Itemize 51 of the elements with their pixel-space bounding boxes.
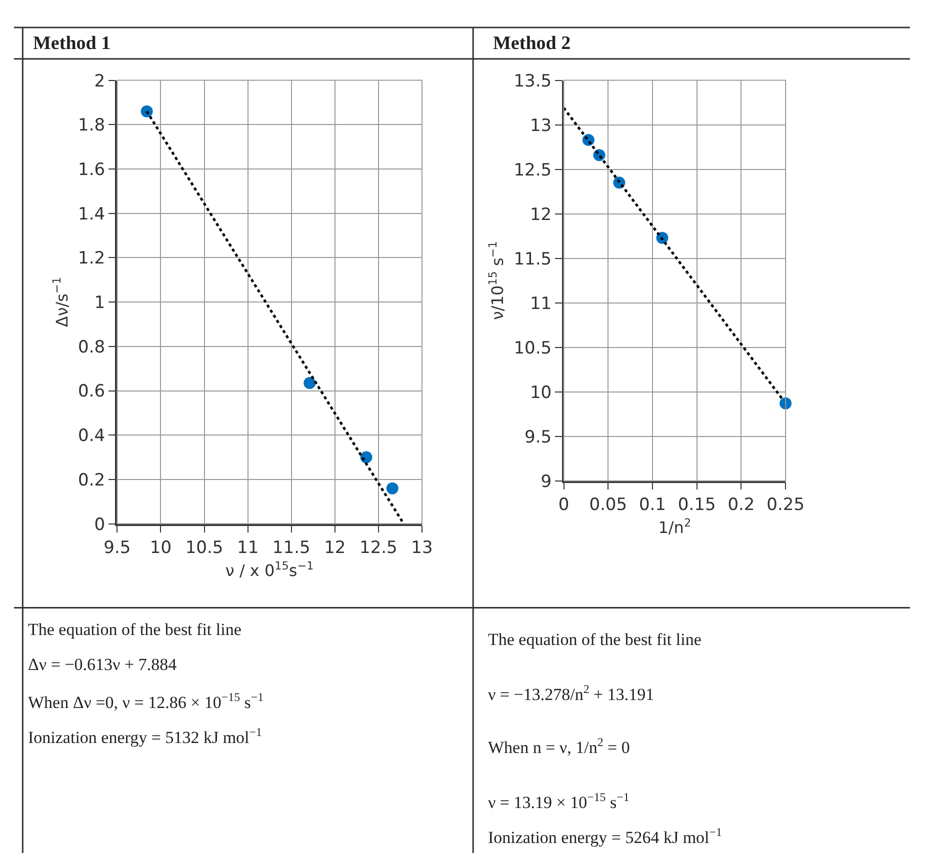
text: The equation of the best fit line bbox=[28, 620, 242, 639]
x-axis-title: ν / x 0$^{15}$s$^{−1}$ bbox=[225, 559, 314, 580]
x-tick-label: 0.05 bbox=[589, 494, 628, 515]
x-tick-label: 10 bbox=[150, 538, 172, 558]
y-tick-label: 10.5 bbox=[514, 338, 552, 358]
x-tick-label: 11.5 bbox=[272, 538, 310, 558]
text: Ionization energy = 5132 kJ mol$^{−1}$ bbox=[28, 725, 262, 748]
x-tick-label: 10.5 bbox=[185, 538, 224, 558]
y-tick-label: 1 bbox=[94, 293, 106, 314]
x-tick-label: 12.5 bbox=[360, 538, 398, 558]
x-tick-label: 13 bbox=[411, 538, 433, 558]
y-tick-label: 12.5 bbox=[514, 160, 552, 180]
y-tick-label: 11.5 bbox=[514, 249, 552, 270]
y-tick-label: 1.6 bbox=[78, 160, 106, 180]
y-tick-label: 0.8 bbox=[78, 337, 106, 358]
text: When n = ν, 1/n$^{2}$ = 0 bbox=[488, 735, 630, 758]
y-tick-label: 10 bbox=[530, 382, 552, 403]
x-tick-label: 0.1 bbox=[638, 494, 666, 515]
x-tick-label: 0.2 bbox=[728, 494, 755, 515]
point bbox=[780, 397, 792, 410]
y-tick-label: 12 bbox=[530, 204, 552, 225]
y-tick-label: 1.4 bbox=[78, 204, 106, 224]
x-tick-label: 0.15 bbox=[678, 494, 716, 515]
text: Ionization energy = 5264 kJ mol$^{−1}$ bbox=[488, 825, 722, 848]
y-tick-label: 13 bbox=[530, 116, 552, 136]
y-tick-label: 9.5 bbox=[524, 427, 552, 448]
x-tick-label: 0.25 bbox=[766, 494, 805, 515]
y-tick-label: 9 bbox=[540, 472, 552, 492]
y-tick-label: 2 bbox=[94, 71, 106, 92]
text: ν = −13.278/n$^{2}$ + 13.191 bbox=[488, 682, 654, 704]
chart-title: Method 2 bbox=[493, 33, 571, 54]
y-tick-label: 0.6 bbox=[78, 382, 106, 402]
text: Δν = −0.613ν + 7.884 bbox=[28, 655, 178, 674]
y-tick-label: 0 bbox=[94, 514, 106, 535]
chart-title: Method 1 bbox=[33, 33, 111, 54]
point bbox=[140, 105, 153, 118]
point bbox=[304, 376, 316, 389]
y-tick-label: 1.2 bbox=[78, 248, 106, 269]
x-axis-title: 1/n$^{2}$ bbox=[658, 516, 692, 538]
y-tick-label: 0.2 bbox=[78, 470, 106, 490]
text: ν = 13.19 × 10$^{−15}$ s$^{−1}$ bbox=[488, 790, 630, 812]
text: When Δν =0, ν = 12.86 × 10$^{−15}$ s$^{−1}$ bbox=[28, 690, 264, 712]
y-tick-label: 0.4 bbox=[78, 426, 106, 446]
y-tick-label: 13.5 bbox=[514, 71, 552, 92]
x-tick-label: 0 bbox=[558, 494, 570, 515]
x-tick-label: 12 bbox=[324, 538, 346, 558]
x-tick-label: 11 bbox=[237, 538, 259, 558]
y-tick-label: 1.8 bbox=[78, 116, 106, 136]
text: The equation of the best fit line bbox=[488, 630, 702, 649]
point bbox=[386, 482, 398, 494]
y-tick-label: 11 bbox=[530, 294, 552, 314]
